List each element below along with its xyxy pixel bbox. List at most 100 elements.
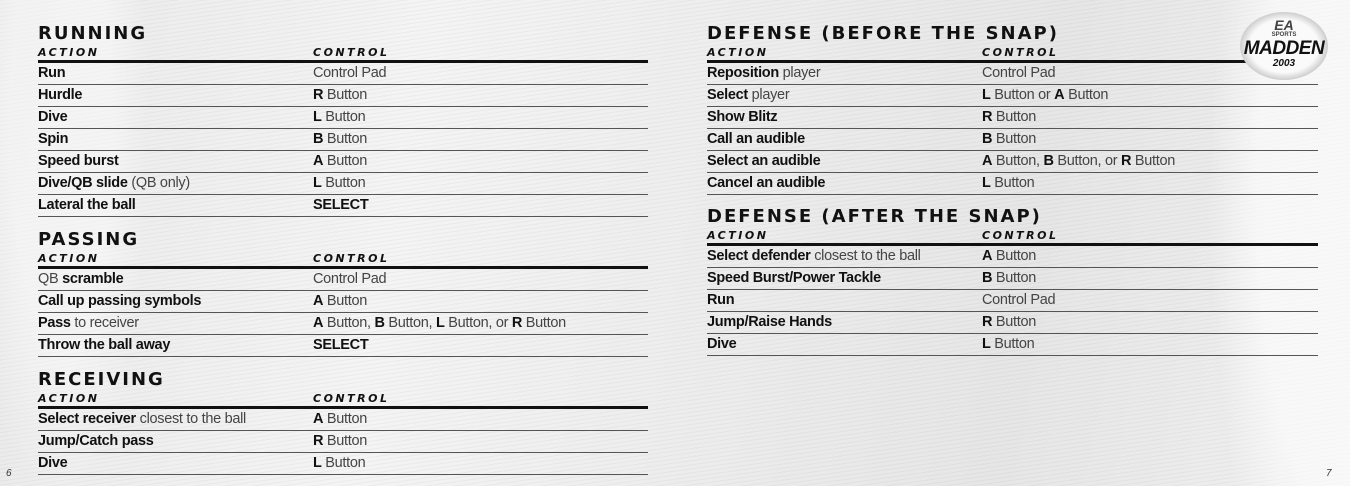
action-column-header: ACTION [38, 46, 100, 59]
bold-text: Throw the ball away [38, 337, 171, 353]
bold-text: Dive/QB slide [38, 175, 128, 191]
regular-text: Button [323, 131, 368, 147]
bold-text: scramble [58, 271, 124, 287]
control-cell: Control Pad [313, 63, 387, 84]
logo-year-text: 2003 [1272, 58, 1296, 69]
table-row: Cancel an audible L Button [707, 173, 1318, 195]
regular-text: closest to the ball [810, 248, 921, 264]
bold-text: R [313, 433, 324, 449]
section-title: RECEIVING [38, 369, 165, 390]
action-cell: Call an audible [707, 129, 805, 150]
regular-text: Button, [384, 315, 436, 331]
control-column-header: CONTROL [982, 46, 1059, 59]
control-cell: L Button [313, 453, 366, 474]
bold-text: Call an audible [707, 131, 805, 147]
action-cell: Throw the ball away [38, 335, 170, 356]
bold-text: L [982, 87, 991, 103]
action-cell: Jump/Catch pass [38, 431, 154, 452]
bold-text: L [435, 315, 445, 331]
controls-section: PASSING ACTION CONTROL QB scramble Control P… [38, 230, 648, 357]
bold-text: Speed Burst/Power Tackle [707, 270, 881, 286]
column-header-row: ACTION CONTROL [707, 229, 1318, 246]
logo-title-text: MADDEN [1243, 38, 1325, 59]
regular-text: Button [992, 270, 1037, 286]
section-title: DEFENSE (AFTER THE SNAP) [707, 206, 1042, 227]
section-title: DEFENSE (BEFORE THE SNAP) [707, 23, 1059, 44]
bold-text: Select an audible [707, 153, 821, 169]
regular-text: Button [321, 455, 366, 471]
bold-text: Jump/Raise Hands [707, 314, 832, 330]
control-cell: A Button [313, 409, 367, 430]
control-cell: L Button [313, 173, 366, 194]
regular-text: (QB only) [127, 175, 190, 191]
bold-text: Lateral the ball [38, 197, 136, 213]
regular-text: Button [323, 153, 368, 169]
bold-text: Dive [38, 109, 68, 125]
bold-text: A [982, 153, 993, 169]
table-row: QB scramble Control Pad [38, 269, 648, 291]
bold-text: R [982, 109, 993, 125]
regular-text: player [778, 65, 821, 81]
bold-text: Cancel an audible [707, 175, 826, 191]
action-cell: Reposition player [707, 63, 821, 84]
table-row: Dive L Button [38, 453, 648, 475]
madden-2003-logo: EA SPORTS MADDEN 2003 [1240, 12, 1328, 80]
bold-text: A [313, 315, 324, 331]
table-row: Dive L Button [38, 107, 648, 129]
bold-text: SELECT [313, 197, 369, 213]
controls-section: DEFENSE (AFTER THE SNAP) ACTION CONTROL Sel… [707, 207, 1318, 356]
bold-text: L [982, 175, 991, 191]
table-row: Select receiver closest to the ball A But… [38, 409, 648, 431]
control-cell: B Button [982, 129, 1036, 150]
action-cell: Call up passing symbols [38, 291, 201, 312]
regular-text: Button [1064, 87, 1109, 103]
action-cell: Dive/QB slide (QB only) [38, 173, 190, 194]
regular-text: Button [992, 131, 1037, 147]
regular-text: Control Pad [982, 292, 1056, 308]
control-cell: Control Pad [982, 290, 1056, 311]
bold-text: B [982, 270, 993, 286]
regular-text: Button, or [444, 315, 512, 331]
action-cell: Select player [707, 85, 790, 106]
bold-text: B [1043, 153, 1054, 169]
control-cell: B Button [982, 268, 1036, 289]
bold-text: Select defender [707, 248, 811, 264]
control-column-header: CONTROL [313, 46, 390, 59]
control-cell: L Button or A Button [982, 85, 1109, 106]
bold-text: R [1121, 153, 1132, 169]
bold-text: Dive [707, 336, 737, 352]
bold-text: A [313, 293, 324, 309]
control-cell: L Button [982, 173, 1035, 194]
bold-text: SELECT [313, 337, 369, 353]
action-cell: Run [707, 290, 735, 311]
control-cell: A Button [313, 291, 367, 312]
table-row: Dive/QB slide (QB only) L Button [38, 173, 648, 195]
control-cell: A Button, B Button, or R Button [982, 151, 1175, 172]
bold-text: Select [707, 87, 748, 103]
table-row: Jump/Raise Hands R Button [707, 312, 1318, 334]
table-row: Call up passing symbols A Button [38, 291, 648, 313]
action-cell: Pass to receiver [38, 313, 139, 334]
regular-text: Button [323, 293, 368, 309]
regular-text: player [747, 87, 790, 103]
table-row: Select player L Button or A Button [707, 85, 1318, 107]
regular-text: Button or [990, 87, 1055, 103]
control-cell: R Button [313, 85, 367, 106]
action-cell: Select defender closest to the ball [707, 246, 921, 267]
bold-text: A [982, 248, 993, 264]
table-row: Throw the ball away SELECT [38, 335, 648, 357]
action-cell: Lateral the ball [38, 195, 136, 216]
column-header-row: ACTION CONTROL [38, 252, 648, 269]
regular-text: Button [323, 433, 368, 449]
action-cell: Run [38, 63, 66, 84]
control-cell: R Button [313, 431, 367, 452]
bold-text: R [982, 314, 993, 330]
bold-text: Select receiver [38, 411, 136, 427]
regular-text: Button [321, 109, 366, 125]
control-cell: A Button [982, 246, 1036, 267]
action-cell: Speed burst [38, 151, 119, 172]
table-row: Run Control Pad [707, 290, 1318, 312]
table-row: Hurdle R Button [38, 85, 648, 107]
control-cell: A Button [313, 151, 367, 172]
action-column-header: ACTION [707, 46, 769, 59]
